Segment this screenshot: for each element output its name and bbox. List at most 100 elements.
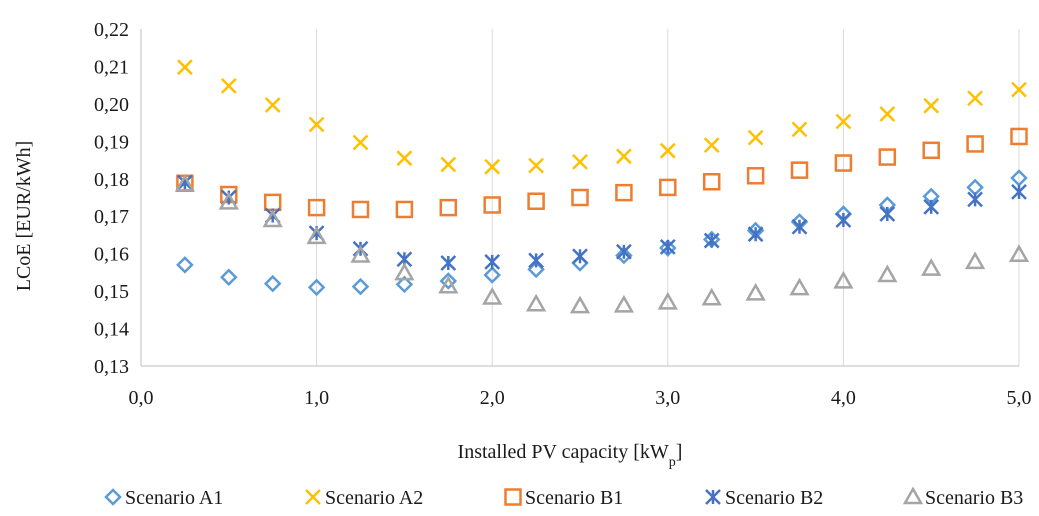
data-point (659, 142, 676, 159)
data-point (571, 188, 589, 207)
data-point (835, 212, 852, 228)
legend-label: Scenario A2 (325, 487, 423, 509)
data-point (351, 277, 370, 296)
y-tick-label: 0,13 (94, 356, 129, 378)
legend: Scenario A1 Scenario A2 Scenario B1 Scenari… (104, 486, 1023, 509)
data-point (701, 287, 722, 306)
y-tick-label: 0,20 (94, 94, 129, 116)
x-axis-title-subscript: p (669, 455, 676, 470)
data-point (306, 226, 327, 245)
legend-item: Scenario B3 (902, 486, 1023, 509)
data-point (395, 200, 414, 219)
data-point (613, 294, 635, 313)
data-point (703, 232, 720, 249)
y-tick-label: 0,17 (94, 206, 129, 228)
data-point (966, 135, 984, 153)
data-point (879, 106, 896, 122)
y-tick-label: 0,16 (94, 244, 129, 266)
data-point (1011, 81, 1027, 98)
data-point (834, 154, 853, 172)
data-point (572, 154, 588, 170)
data-point (220, 268, 238, 287)
y-tick-label: 0,21 (94, 56, 129, 78)
data-point (484, 158, 501, 175)
data-point (484, 254, 501, 270)
data-point (657, 291, 678, 310)
data-point (264, 97, 281, 113)
series-scenario-a1 (176, 169, 1028, 297)
data-point (439, 272, 458, 290)
legend-marker (902, 486, 924, 505)
legend-label: Scenario B3 (925, 487, 1023, 509)
data-point (527, 192, 545, 210)
x-tick-label: 0,0 (129, 387, 154, 409)
data-point (789, 277, 810, 296)
series-scenario-b3 (174, 173, 1030, 314)
data-point (921, 258, 942, 276)
data-point (528, 252, 544, 269)
data-point (702, 173, 721, 191)
data-point (307, 278, 326, 297)
y-axis-title: LCoE [EUR/kWh] (13, 141, 35, 292)
data-point (218, 191, 239, 210)
legend-label: Scenario A1 (125, 487, 223, 509)
y-tick-label: 0,19 (94, 131, 129, 153)
legend-item: Scenario B1 (504, 487, 623, 509)
data-point (616, 243, 632, 260)
data-point (659, 178, 677, 197)
data-point (396, 150, 413, 167)
data-point (220, 78, 237, 94)
data-point (439, 198, 458, 217)
data-point (525, 293, 547, 312)
data-point (528, 157, 544, 174)
data-point (527, 260, 545, 279)
legend-label: Scenario B2 (725, 487, 823, 509)
data-point (263, 274, 282, 293)
data-point (877, 264, 898, 283)
data-point (572, 248, 588, 265)
series-scenario-b2 (177, 174, 1027, 271)
data-point (440, 255, 457, 271)
data-point (352, 134, 369, 151)
y-tick-label: 0,14 (94, 319, 129, 341)
data-point (1010, 127, 1028, 146)
data-point (878, 148, 897, 166)
y-tick-label: 0,15 (94, 281, 129, 303)
data-point (790, 161, 809, 179)
data-point (482, 286, 503, 305)
x-axis-title-end: ] (676, 441, 683, 463)
data-point (967, 90, 983, 107)
data-point (350, 245, 371, 263)
data-point (833, 270, 854, 289)
data-point (440, 156, 457, 173)
legend-marker (305, 489, 321, 505)
x-axis-title: Installed PV capacity [kWp] (458, 441, 683, 470)
x-tick-label: 3,0 (655, 387, 680, 409)
data-point (791, 121, 808, 138)
data-point (177, 59, 193, 76)
legend-item: Scenario A1 (104, 487, 223, 509)
data-point (659, 239, 676, 255)
data-point (922, 141, 940, 160)
x-tick-label: 4,0 (831, 387, 856, 409)
legend-label: Scenario B1 (525, 487, 623, 509)
x-tick-label: 5,0 (1007, 387, 1032, 409)
data-point (1008, 244, 1030, 263)
data-point (438, 275, 459, 294)
data-point (483, 196, 501, 214)
legend-marker (705, 489, 721, 505)
data-point (964, 251, 986, 270)
data-point (174, 173, 196, 192)
data-point (395, 275, 414, 294)
data-point (1011, 183, 1027, 200)
data-point (791, 218, 808, 235)
legend-item: Scenario B2 (705, 487, 823, 509)
data-point (747, 226, 764, 243)
series-scenario-a2 (177, 59, 1027, 175)
x-tick-label: 1,0 (304, 387, 329, 409)
series-scenario-b1 (176, 127, 1028, 219)
data-point (659, 239, 677, 257)
data-point (351, 200, 370, 219)
